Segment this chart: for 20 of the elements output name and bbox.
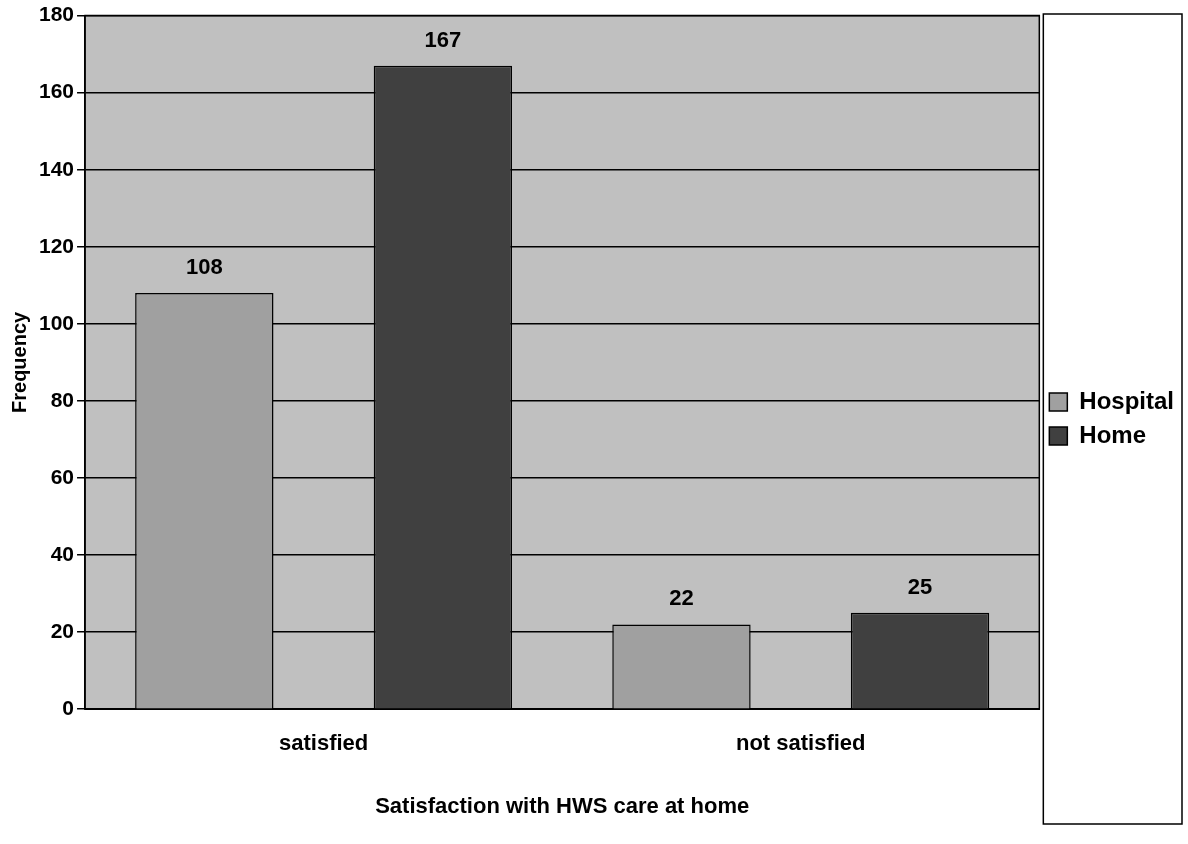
y-tick-label: 80: [50, 387, 75, 411]
x-tick-label: satisfied: [278, 730, 369, 756]
x-axis-title: Satisfaction with HWS care at home: [375, 792, 750, 818]
x-tick-label: not satisfied: [735, 730, 866, 756]
data-label: 167: [424, 26, 462, 52]
y-tick-label: 0: [62, 696, 75, 719]
y-tick-label: 40: [50, 541, 75, 565]
legend-label: Hospital: [1079, 386, 1175, 414]
y-tick-label: 180: [38, 2, 75, 26]
y-tick-label: 140: [38, 156, 75, 180]
data-label: 22: [669, 585, 694, 611]
y-tick-label: 60: [50, 464, 75, 488]
data-label: 25: [907, 573, 933, 599]
y-tick-label: 20: [50, 618, 75, 642]
y-tick-label: 100: [38, 310, 75, 334]
legend-label: Home: [1079, 420, 1147, 448]
y-axis-title: Frequency: [7, 310, 30, 413]
data-label: 108: [185, 254, 223, 280]
y-tick-label: 120: [38, 233, 75, 257]
y-tick-label: 160: [38, 79, 75, 103]
